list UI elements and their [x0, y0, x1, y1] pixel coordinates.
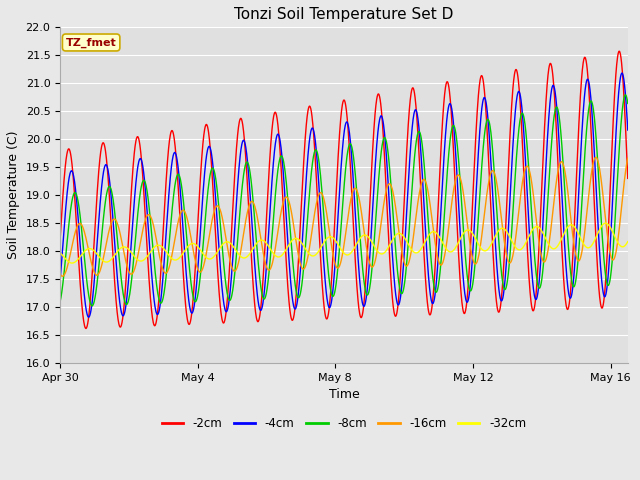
-16cm — [58, 274, 66, 279]
-4cm — [504, 244, 511, 250]
Line: -4cm: -4cm — [60, 73, 628, 317]
Line: -8cm: -8cm — [60, 95, 628, 306]
-32cm — [317, 244, 325, 250]
-2cm — [86, 308, 93, 313]
-2cm — [607, 160, 615, 166]
-8cm — [317, 182, 325, 188]
-16cm — [504, 256, 511, 262]
-16cm — [86, 251, 93, 257]
-32cm — [56, 250, 64, 256]
-8cm — [504, 278, 511, 284]
-8cm — [624, 101, 632, 107]
-8cm — [608, 264, 616, 270]
-4cm — [333, 240, 340, 246]
X-axis label: Time: Time — [328, 388, 359, 401]
-2cm — [616, 48, 623, 54]
Title: Tonzi Soil Temperature Set D: Tonzi Soil Temperature Set D — [234, 7, 454, 22]
-32cm — [608, 227, 616, 233]
-16cm — [608, 256, 616, 262]
-8cm — [85, 294, 93, 300]
-32cm — [608, 228, 616, 233]
-4cm — [608, 217, 616, 223]
-16cm — [56, 271, 64, 277]
-4cm — [86, 313, 93, 319]
-4cm — [618, 70, 626, 76]
-16cm — [333, 264, 340, 270]
-32cm — [624, 239, 632, 244]
-2cm — [504, 188, 511, 194]
-4cm — [84, 314, 92, 320]
Line: -32cm: -32cm — [60, 223, 628, 263]
-2cm — [624, 176, 632, 181]
Text: TZ_fmet: TZ_fmet — [66, 37, 116, 48]
-8cm — [621, 92, 629, 98]
-16cm — [608, 255, 616, 261]
-8cm — [56, 299, 64, 305]
-16cm — [592, 155, 600, 160]
-8cm — [607, 267, 615, 273]
-4cm — [624, 127, 632, 133]
-8cm — [333, 278, 340, 284]
-32cm — [68, 260, 76, 266]
-2cm — [82, 325, 90, 331]
Legend: -2cm, -4cm, -8cm, -16cm, -32cm: -2cm, -4cm, -8cm, -16cm, -32cm — [157, 413, 531, 435]
Y-axis label: Soil Temperature (C): Soil Temperature (C) — [7, 131, 20, 259]
Line: -2cm: -2cm — [60, 51, 628, 328]
-4cm — [317, 222, 325, 228]
-4cm — [607, 223, 615, 228]
-16cm — [317, 190, 325, 196]
-32cm — [86, 246, 93, 252]
-4cm — [56, 278, 64, 284]
-32cm — [504, 230, 511, 236]
Line: -16cm: -16cm — [60, 157, 628, 276]
-2cm — [608, 154, 616, 159]
-2cm — [317, 268, 325, 274]
-8cm — [88, 303, 96, 309]
-16cm — [624, 156, 632, 161]
-32cm — [602, 220, 609, 226]
-32cm — [333, 239, 340, 245]
-2cm — [333, 186, 340, 192]
-2cm — [56, 237, 64, 243]
